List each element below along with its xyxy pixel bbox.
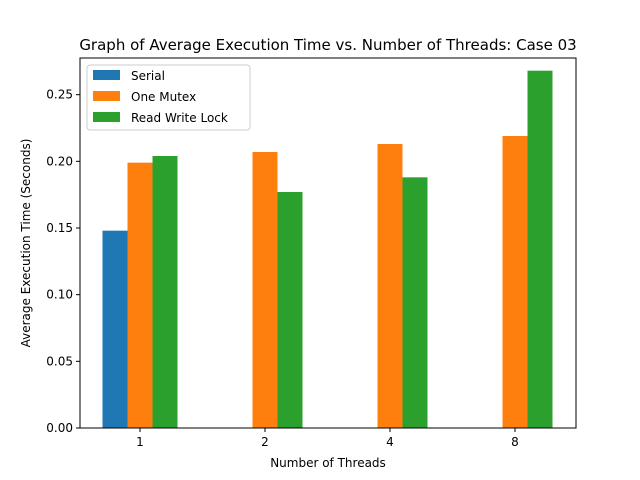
x-tick-label: 8 (511, 435, 519, 449)
plot-frame (79, 57, 577, 429)
x-axis-label: Number of Threads (270, 456, 386, 470)
legend-box (86, 64, 251, 131)
y-tick-label: 0.25 (46, 88, 73, 102)
y-tick-label: 0.05 (46, 354, 73, 368)
y-tick-label: 0.20 (46, 154, 73, 168)
bar-read-write-lock-1 (152, 156, 178, 428)
bar-read-write-lock-4 (402, 177, 428, 428)
bars-layer (102, 70, 553, 429)
x-tick-label: 1 (136, 435, 144, 449)
bar-one-mutex-8 (502, 136, 528, 428)
y-tick-label: 0.00 (46, 421, 73, 435)
chart-title: Graph of Average Execution Time vs. Numb… (79, 36, 576, 54)
legend-swatch (93, 112, 120, 122)
y-axis-label: Average Execution Time (Seconds) (19, 139, 33, 348)
y-tick-label: 0.15 (46, 221, 73, 235)
legend-label: One Mutex (131, 90, 196, 104)
bar-one-mutex-4 (377, 144, 403, 428)
legend-swatch (93, 70, 120, 80)
legend-swatch (93, 91, 120, 101)
bar-read-write-lock-2 (277, 192, 303, 428)
legend-label: Read Write Lock (131, 111, 228, 125)
x-axis: 1 2 4 8 (136, 428, 519, 449)
legend-label: Serial (131, 69, 165, 83)
bar-read-write-lock-8 (527, 70, 553, 429)
bar-serial-1 (102, 230, 128, 428)
legend: Serial One Mutex Read Write Lock (86, 64, 251, 131)
y-axis: 0.00 0.05 0.10 0.15 0.20 0.25 (46, 88, 80, 435)
y-tick-label: 0.10 (46, 288, 73, 302)
bar-one-mutex-2 (252, 152, 278, 428)
x-tick-label: 4 (386, 435, 394, 449)
bar-one-mutex-1 (127, 162, 153, 428)
x-tick-label: 2 (261, 435, 269, 449)
